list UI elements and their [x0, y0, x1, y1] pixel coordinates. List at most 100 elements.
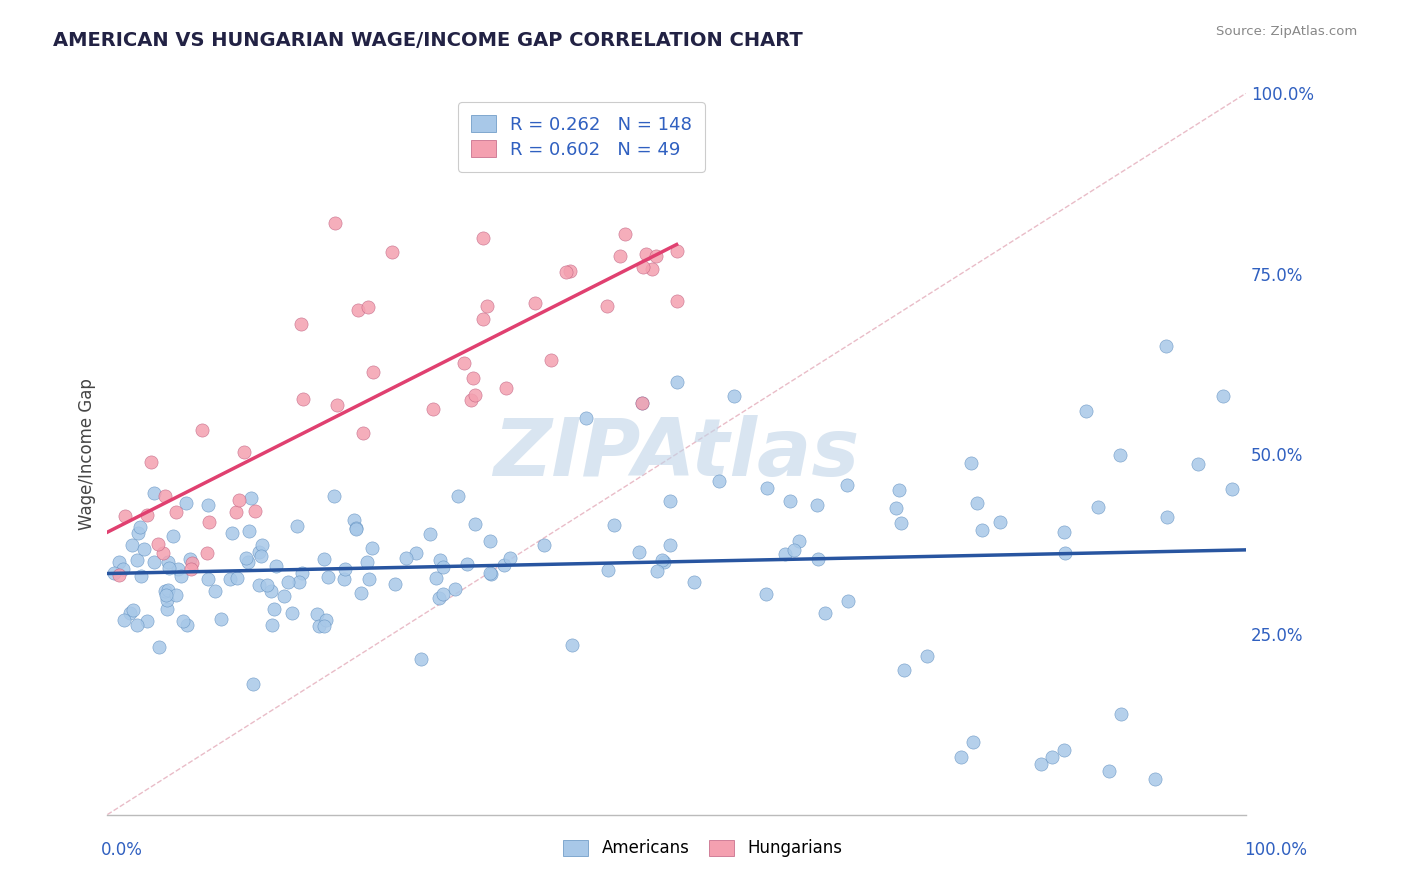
Point: [641, 261, 664, 276]
Point: [1154, 339, 1177, 353]
Text: Source: ZipAtlas.com: Source: ZipAtlas.com: [1216, 25, 1357, 38]
Point: [1109, 706, 1132, 721]
Point: [107, 568, 129, 582]
Point: [357, 300, 380, 314]
Point: [359, 572, 381, 586]
Point: [263, 602, 285, 616]
Point: [165, 505, 187, 519]
Point: [887, 483, 910, 497]
Point: [247, 545, 270, 559]
Point: [627, 545, 650, 559]
Point: [157, 561, 180, 575]
Point: [884, 500, 907, 515]
Point: [266, 558, 288, 573]
Point: [146, 536, 169, 550]
Point: [290, 317, 312, 331]
Point: [132, 542, 155, 557]
Point: [148, 640, 170, 655]
Point: [155, 588, 177, 602]
Point: [332, 572, 354, 586]
Point: [179, 551, 201, 566]
Point: [1076, 403, 1098, 417]
Point: [651, 553, 673, 567]
Point: [176, 618, 198, 632]
Point: [890, 516, 912, 530]
Point: [1029, 757, 1052, 772]
Point: [1187, 458, 1209, 472]
Point: [659, 493, 682, 508]
Point: [240, 491, 263, 505]
Point: [172, 614, 194, 628]
Point: [384, 576, 406, 591]
Legend: Americans, Hungarians: Americans, Hungarians: [557, 833, 849, 864]
Point: [242, 677, 264, 691]
Point: [779, 494, 801, 508]
Point: [1143, 772, 1166, 786]
Point: [596, 563, 619, 577]
Point: [155, 584, 177, 599]
Point: [1053, 546, 1076, 560]
Point: [1220, 482, 1243, 496]
Point: [277, 575, 299, 590]
Point: [429, 553, 451, 567]
Legend: R = 0.262   N = 148, R = 0.602   N = 49: R = 0.262 N = 148, R = 0.602 N = 49: [458, 103, 704, 171]
Point: [773, 548, 796, 562]
Point: [405, 546, 427, 560]
Point: [180, 556, 202, 570]
Point: [419, 527, 441, 541]
Point: [381, 245, 404, 260]
Point: [561, 638, 583, 652]
Point: [631, 396, 654, 410]
Point: [180, 562, 202, 576]
Point: [322, 489, 344, 503]
Point: [356, 555, 378, 569]
Point: [314, 619, 336, 633]
Point: [156, 593, 179, 607]
Point: [432, 587, 454, 601]
Point: [464, 388, 486, 402]
Point: [707, 474, 730, 488]
Point: [136, 615, 159, 629]
Point: [157, 555, 180, 569]
Point: [209, 612, 232, 626]
Point: [807, 551, 830, 566]
Point: [127, 526, 149, 541]
Point: [307, 607, 329, 621]
Point: [960, 457, 983, 471]
Point: [129, 520, 152, 534]
Point: [966, 496, 988, 510]
Point: [425, 571, 447, 585]
Point: [652, 555, 675, 569]
Point: [218, 572, 240, 586]
Point: [228, 492, 250, 507]
Point: [323, 216, 346, 230]
Point: [464, 517, 486, 532]
Point: [988, 516, 1011, 530]
Point: [499, 551, 522, 566]
Point: [139, 455, 162, 469]
Point: [555, 265, 578, 279]
Point: [443, 582, 465, 596]
Point: [422, 402, 444, 417]
Text: ZIPAtlas: ZIPAtlas: [494, 415, 859, 493]
Point: [837, 478, 859, 492]
Point: [198, 515, 221, 529]
Point: [1212, 389, 1234, 403]
Point: [195, 546, 218, 560]
Point: [644, 249, 666, 263]
Text: 0.0%: 0.0%: [101, 840, 143, 858]
Point: [247, 578, 270, 592]
Point: [285, 519, 308, 533]
Point: [155, 489, 177, 503]
Point: [121, 538, 143, 552]
Point: [114, 508, 136, 523]
Point: [540, 352, 562, 367]
Y-axis label: Wage/Income Gap: Wage/Income Gap: [79, 378, 96, 530]
Point: [197, 498, 219, 512]
Point: [456, 557, 478, 571]
Point: [479, 567, 502, 582]
Point: [1040, 750, 1063, 764]
Point: [447, 489, 470, 503]
Point: [243, 504, 266, 518]
Point: [636, 246, 658, 260]
